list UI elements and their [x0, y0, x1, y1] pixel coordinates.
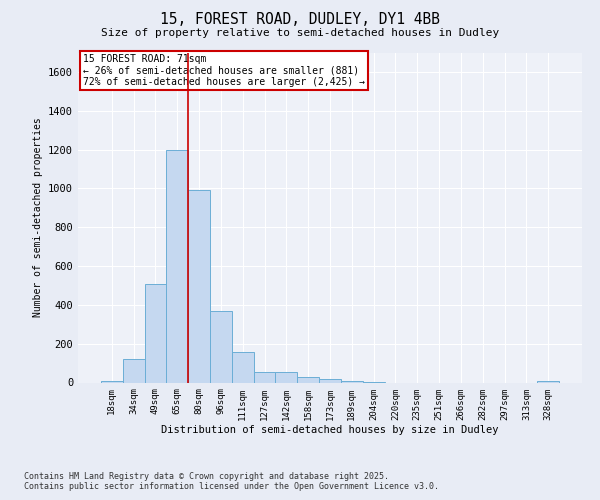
Bar: [188, 190, 210, 382]
Bar: [537, 380, 559, 382]
Bar: [275, 372, 297, 382]
Bar: [319, 378, 341, 382]
X-axis label: Distribution of semi-detached houses by size in Dudley: Distribution of semi-detached houses by …: [161, 425, 499, 435]
Text: Size of property relative to semi-detached houses in Dudley: Size of property relative to semi-detach…: [101, 28, 499, 38]
Bar: [101, 380, 123, 382]
Bar: [297, 376, 319, 382]
Bar: [210, 310, 232, 382]
Bar: [123, 359, 145, 382]
Text: 15, FOREST ROAD, DUDLEY, DY1 4BB: 15, FOREST ROAD, DUDLEY, DY1 4BB: [160, 12, 440, 28]
Bar: [145, 284, 166, 382]
Text: Contains HM Land Registry data © Crown copyright and database right 2025.
Contai: Contains HM Land Registry data © Crown c…: [24, 472, 439, 491]
Text: 15 FOREST ROAD: 71sqm
← 26% of semi-detached houses are smaller (881)
72% of sem: 15 FOREST ROAD: 71sqm ← 26% of semi-deta…: [83, 54, 365, 88]
Bar: [166, 150, 188, 382]
Bar: [232, 352, 254, 382]
Bar: [341, 380, 363, 382]
Y-axis label: Number of semi-detached properties: Number of semi-detached properties: [32, 118, 43, 318]
Bar: [254, 372, 275, 382]
